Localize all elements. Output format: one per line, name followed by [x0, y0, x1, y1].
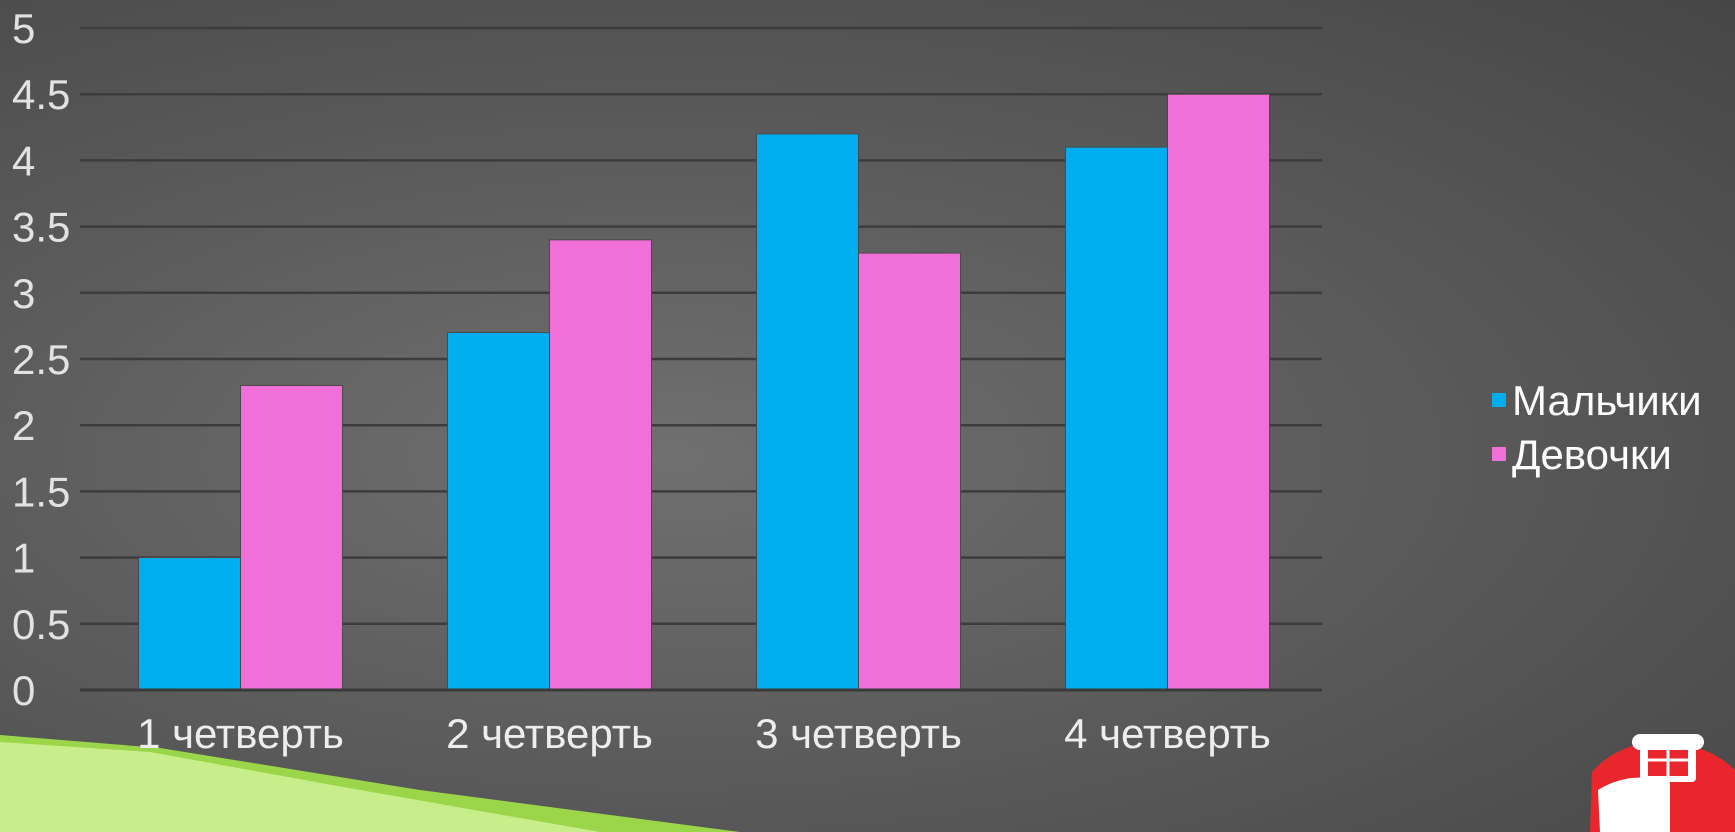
y-tick-label: 2: [12, 402, 35, 449]
y-tick-label: 3.5: [12, 204, 70, 251]
y-tick-label: 4.5: [12, 71, 70, 118]
bar: [1167, 93, 1270, 691]
bar: [138, 557, 241, 691]
bars: [138, 93, 1270, 691]
x-category-label: 3 четверть: [755, 710, 962, 757]
bar: [756, 133, 859, 691]
y-tick-label: 5: [12, 5, 35, 52]
y-tick-label: 2.5: [12, 336, 70, 383]
x-axis-categories: 1 четверть 2 четверть 3 четверть 4 четверть: [137, 710, 1271, 757]
bar: [1065, 146, 1168, 691]
x-category-label: 4 четверть: [1064, 710, 1271, 757]
legend-label: Мальчики: [1512, 377, 1702, 424]
y-axis-ticks: 0 0.5 1 1.5 2 2.5 3 3.5 4 4.5 5: [12, 5, 70, 714]
legend: Мальчики Девочки: [1492, 377, 1702, 478]
y-tick-label: 0.5: [12, 601, 70, 648]
bar: [549, 239, 652, 691]
ribbon-decoration: [0, 735, 740, 832]
legend-swatch: [1492, 447, 1506, 461]
y-tick-label: 3: [12, 270, 35, 317]
y-tick-label: 1.5: [12, 468, 70, 515]
bar: [447, 332, 550, 691]
bar: [240, 384, 343, 691]
x-category-label: 2 четверть: [446, 710, 653, 757]
house-icon: [1590, 734, 1735, 832]
y-tick-label: 4: [12, 137, 35, 184]
bar: [858, 252, 961, 691]
y-tick-label: 1: [12, 535, 35, 582]
legend-swatch: [1492, 393, 1506, 407]
legend-label: Девочки: [1512, 431, 1672, 478]
y-tick-label: 0: [12, 667, 35, 714]
x-category-label: 1 четверть: [137, 710, 344, 757]
